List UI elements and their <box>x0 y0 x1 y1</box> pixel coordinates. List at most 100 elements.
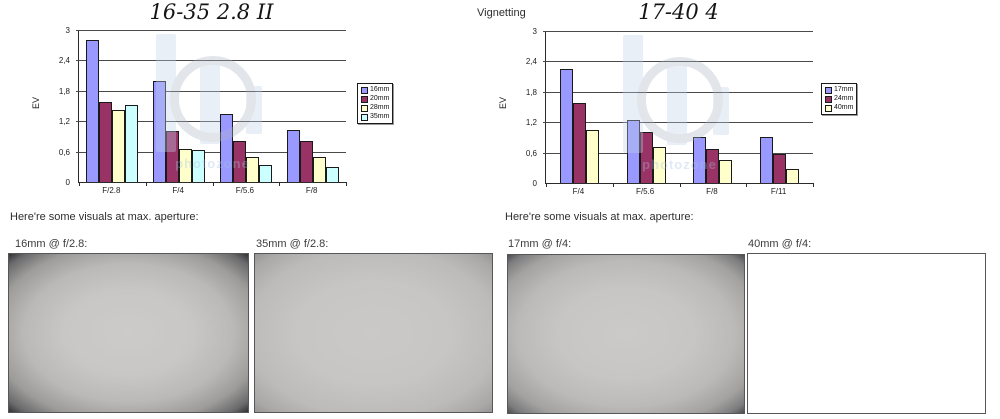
bar-40mm-F/4 <box>585 129 599 183</box>
x-axis-tick <box>346 182 347 186</box>
bar-17mm-F/8 <box>693 137 707 183</box>
y-axis-label: EV <box>31 96 42 110</box>
gridline <box>543 122 813 124</box>
gridline <box>76 121 346 123</box>
bar-group-F/4 <box>546 31 613 183</box>
bar-20mm-F/4 <box>166 131 180 182</box>
legend-item-20mm: 20mm <box>361 95 389 103</box>
plot-area: photozone <box>76 30 347 186</box>
bar-16mm-F/8 <box>286 130 300 182</box>
bar-20mm-F/2.8 <box>99 101 113 182</box>
bar-28mm-F/8 <box>312 156 326 182</box>
plot-area: photozone <box>543 31 814 187</box>
gridline <box>76 60 346 62</box>
gridline <box>543 31 813 32</box>
y-axis-ticks: 3 2,4 1,8 1,2 0,6 0 <box>515 27 541 188</box>
legend-label: 20mm <box>370 95 390 102</box>
chart-title-17-40: 17-40 4 <box>638 0 719 24</box>
bar-group-F/5.6 <box>613 31 680 183</box>
bar-17mm-F/4 <box>559 69 573 183</box>
x-axis-labels: F/4 F/5.6 F/8 F/11 <box>545 187 812 199</box>
image-label-35mm: 35mm @ f/2.8: <box>256 238 329 250</box>
legend-item-16mm: 16mm <box>361 86 389 94</box>
bar-20mm-F/8 <box>299 141 313 182</box>
legend-item-24mm: 24mm <box>825 95 853 103</box>
bar-group-F/8 <box>279 30 346 182</box>
section-heading-vignetting: Vignetting <box>477 7 526 19</box>
bar-28mm-F/2.8 <box>112 110 126 182</box>
legend-item-17mm: 17mm <box>825 86 853 94</box>
chart-title-16-35: 16-35 2.8 II <box>149 0 274 24</box>
bar-group-F/8 <box>680 31 747 183</box>
y-tick-label: 0,6 <box>58 147 70 157</box>
image-label-17mm: 17mm @ f/4: <box>508 238 572 250</box>
y-axis-label: EV <box>498 96 509 110</box>
y-axis-ticks: 3 2,4 1,8 1,2 0,6 0 <box>48 26 74 187</box>
legend-17-40: 17mm 24mm 40mm <box>821 83 858 115</box>
bar-24mm-F/11 <box>773 154 787 183</box>
bar-group-F/4 <box>146 30 213 182</box>
bar-16mm-F/5.6 <box>219 113 233 182</box>
vignette-sample-35mm <box>254 253 493 413</box>
y-tick-label: 3 <box>532 27 537 36</box>
bar-17mm-F/5.6 <box>626 119 640 183</box>
legend-swatch-icon <box>361 86 368 94</box>
x-axis-tick <box>746 183 748 187</box>
y-tick-label: 1,8 <box>58 86 70 96</box>
legend-swatch-icon <box>361 113 368 121</box>
bar-16mm-F/2.8 <box>86 40 100 182</box>
gridline <box>543 152 813 154</box>
bar-40mm-F/11 <box>786 169 800 183</box>
gridline <box>76 151 346 153</box>
legend-16-35: 16mm 20mm 28mm 35mm <box>357 83 394 124</box>
bar-24mm-F/4 <box>572 103 586 183</box>
y-tick-label: 3 <box>65 26 70 35</box>
x-axis-tick <box>813 183 814 187</box>
gridline <box>543 91 813 93</box>
gridline <box>76 90 346 92</box>
bar-35mm-F/2.8 <box>125 105 139 182</box>
vignette-sample-17mm <box>507 254 745 414</box>
x-tick-label: F/11 <box>770 187 787 196</box>
vignette-sample-40mm <box>747 253 986 414</box>
legend-swatch-icon <box>361 104 368 112</box>
legend-item-28mm: 28mm <box>361 104 389 112</box>
bar-28mm-F/4 <box>179 149 193 182</box>
legend-label: 24mm <box>834 95 854 102</box>
legend-label: 16mm <box>370 86 390 93</box>
x-tick-label: F/8 <box>706 187 718 196</box>
visuals-heading-right: Here're some visuals at max. aperture: <box>505 211 694 223</box>
image-label-40mm: 40mm @ f/4: <box>748 238 812 250</box>
x-axis-tick <box>145 182 147 186</box>
x-axis-tick <box>679 183 681 187</box>
y-tick-label: 0 <box>65 178 70 187</box>
y-tick-label: 2,4 <box>58 56 70 66</box>
bar-17mm-F/11 <box>760 137 774 183</box>
y-tick-label: 0,6 <box>525 148 537 158</box>
legend-swatch-icon <box>825 104 832 112</box>
image-label-16mm: 16mm @ f/2.8: <box>15 238 88 250</box>
x-tick-label: F/4 <box>572 187 585 196</box>
legend-label: 35mm <box>370 113 390 120</box>
legend-swatch-icon <box>361 95 368 103</box>
y-tick-label: 0 <box>532 179 537 188</box>
legend-item-40mm: 40mm <box>825 104 853 112</box>
bar-24mm-F/5.6 <box>639 132 653 183</box>
x-axis-tick <box>79 182 80 186</box>
bar-16mm-F/4 <box>153 80 167 182</box>
bar-40mm-F/5.6 <box>652 146 666 183</box>
gridline <box>76 30 346 31</box>
bar-35mm-F/5.6 <box>258 165 272 182</box>
x-tick-label: F/8 <box>305 186 318 195</box>
bar-group-F/2.8 <box>79 30 146 182</box>
x-axis-tick <box>546 183 547 187</box>
bar-24mm-F/8 <box>706 148 720 183</box>
legend-item-35mm: 35mm <box>361 113 389 121</box>
legend-label: 17mm <box>834 86 854 93</box>
x-axis-tick <box>279 182 281 186</box>
x-tick-label: F/2.8 <box>102 186 121 195</box>
vignette-sample-16mm <box>8 253 249 413</box>
y-tick-label: 1,8 <box>525 87 537 97</box>
legend-swatch-icon <box>825 95 832 103</box>
